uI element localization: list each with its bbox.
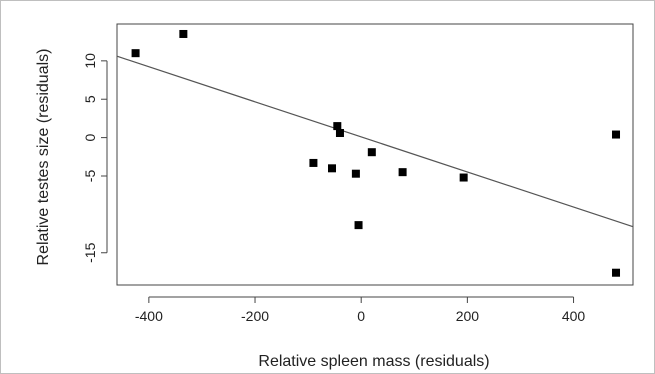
data-point: [335, 129, 344, 138]
x-axis-label: Relative spleen mass (residuals): [258, 353, 489, 370]
y-tick-label: -5: [82, 170, 98, 183]
x-tick-label: 0: [357, 308, 365, 324]
y-tick-label: 10: [82, 53, 98, 69]
data-point: [459, 173, 468, 182]
x-tick-label: -200: [241, 308, 269, 324]
plot-area-box: [116, 23, 634, 286]
x-tick-label: 200: [456, 308, 480, 324]
y-tick-label: 5: [82, 95, 98, 103]
y-tick-label: 0: [82, 134, 98, 142]
data-point: [309, 158, 318, 167]
data-point: [354, 221, 363, 230]
data-point: [351, 169, 360, 178]
data-point: [612, 268, 621, 277]
data-point: [333, 122, 342, 131]
data-point: [328, 164, 336, 173]
regression-line: [116, 55, 634, 228]
data-point: [398, 168, 407, 177]
data-point: [131, 49, 140, 58]
y-axis-label: Relative testes size (residuals): [35, 49, 52, 266]
data-point: [612, 130, 621, 139]
x-tick-label: 400: [562, 308, 586, 324]
x-tick-label: -400: [135, 308, 163, 324]
data-point: [179, 29, 188, 38]
data-point: [367, 148, 376, 157]
y-tick-label: -15: [82, 242, 98, 262]
